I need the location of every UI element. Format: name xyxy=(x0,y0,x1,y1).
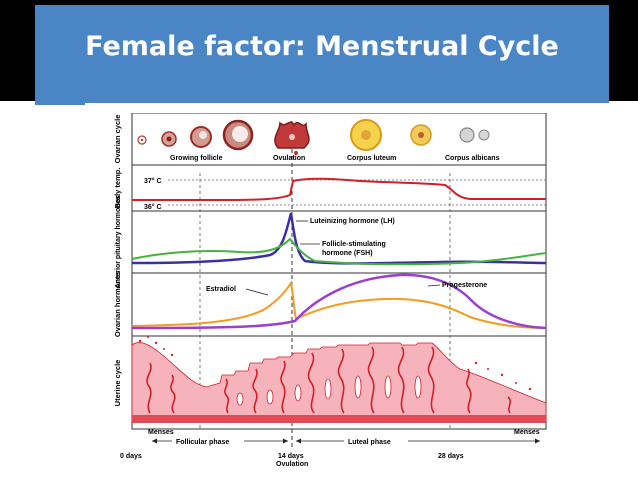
progesterone-leader xyxy=(427,284,441,287)
title-accent-tab xyxy=(35,101,85,105)
follicle-icon xyxy=(140,138,144,142)
gland xyxy=(354,375,362,399)
debris-dot xyxy=(487,368,489,370)
spiral-artery xyxy=(252,368,258,414)
slide-title: Female factor: Menstrual Cycle xyxy=(85,31,559,62)
spiral-artery xyxy=(367,346,375,414)
spiral-artery xyxy=(224,378,230,414)
debris-dot xyxy=(154,341,158,345)
label-growing-follicle: Growing follicle xyxy=(170,155,223,162)
label-follicular-phase: Follicular phase xyxy=(176,439,229,446)
arrowhead xyxy=(296,438,301,444)
gland xyxy=(236,392,244,406)
label-36c: 36° C xyxy=(144,203,162,211)
label-37c: 37° C xyxy=(144,177,162,185)
corpus-luteum-icon xyxy=(361,130,371,140)
gland xyxy=(324,378,332,400)
spiral-artery xyxy=(337,348,345,414)
spiral-arteries xyxy=(146,346,512,414)
debris-dot xyxy=(147,336,149,338)
corpus-albicans-icon xyxy=(459,127,475,143)
debris-dot xyxy=(163,348,165,350)
spiral-artery xyxy=(280,360,286,414)
ovulation-icon xyxy=(289,134,295,140)
spiral-artery xyxy=(397,346,405,414)
axis-ovulation: Ovulation xyxy=(276,461,308,468)
debris-dot xyxy=(528,387,532,391)
ovarian-follicles xyxy=(137,119,490,155)
debris-dot xyxy=(474,361,478,365)
spiral-artery xyxy=(507,396,512,414)
gland xyxy=(294,384,302,402)
label-progesterone: Progesterone xyxy=(442,282,487,289)
label-lh: Luteinizing hormone (LH) xyxy=(310,218,395,225)
temperature-curve xyxy=(132,177,546,201)
gland xyxy=(414,375,422,399)
axis-day28: 28 days xyxy=(438,453,464,460)
label-corpus-albicans: Corpus albicans xyxy=(445,155,500,162)
row-label-ovarian: Ovarian cycle xyxy=(113,115,122,164)
title-banner: Female factor: Menstrual Cycle xyxy=(35,5,609,103)
spiral-artery xyxy=(466,368,472,414)
spiral-artery xyxy=(427,346,435,414)
endometrium-base xyxy=(132,415,546,423)
axis-day14: 14 days xyxy=(278,453,304,460)
uterine-glands xyxy=(236,375,422,406)
label-menses-left: Menses xyxy=(148,429,174,436)
label-ovulation: Ovulation xyxy=(273,155,305,162)
label-estradiol: Estradiol xyxy=(206,286,236,293)
spiral-artery xyxy=(146,362,152,414)
gland xyxy=(266,389,274,405)
progesterone-curve xyxy=(131,273,547,330)
label-fsh-line1: Follicle-stimulating xyxy=(322,241,386,248)
menstrual-debris xyxy=(138,336,532,391)
ovum-icon xyxy=(294,151,298,155)
label-luteal-phase: Luteal phase xyxy=(348,439,391,446)
gland xyxy=(384,375,392,399)
menstrual-cycle-diagram: Ovarian cycle Body temp. Anterior pituit… xyxy=(113,113,547,468)
corpus-albicans-icon xyxy=(478,129,490,141)
row-label-uterine: Uterine cycle xyxy=(113,360,122,407)
follicle-icon xyxy=(199,131,207,139)
arrowhead xyxy=(152,438,157,444)
phase-label-bg xyxy=(344,436,408,446)
lh-curve xyxy=(131,212,547,265)
debris-dot xyxy=(170,353,174,357)
phase-label-bg xyxy=(172,436,244,446)
arrowhead xyxy=(283,438,288,444)
debris-dot xyxy=(500,373,504,377)
label-fsh-line2: hormone (FSH) xyxy=(322,250,373,257)
axis-day0: 0 days xyxy=(120,453,142,460)
debris-dot xyxy=(515,382,517,384)
follicle-icon xyxy=(166,136,172,142)
label-corpus-luteum: Corpus luteum xyxy=(347,155,396,162)
row-label-pituitary: Anterior pituitary hormones xyxy=(115,196,122,289)
arrowhead xyxy=(535,438,540,444)
fsh-curve xyxy=(131,237,547,266)
spiral-artery xyxy=(170,374,176,414)
row-label-temp: Body temp. xyxy=(113,168,122,209)
estradiol-leader xyxy=(245,288,269,296)
row-label-hormones: Ovarian hormones xyxy=(113,271,122,337)
follicle-icon xyxy=(232,126,248,142)
debris-dot xyxy=(138,339,142,343)
spiral-artery xyxy=(307,352,315,414)
endometrium xyxy=(131,342,547,422)
label-menses-right: Menses xyxy=(514,429,540,436)
corpus-luteum-icon xyxy=(418,132,424,138)
